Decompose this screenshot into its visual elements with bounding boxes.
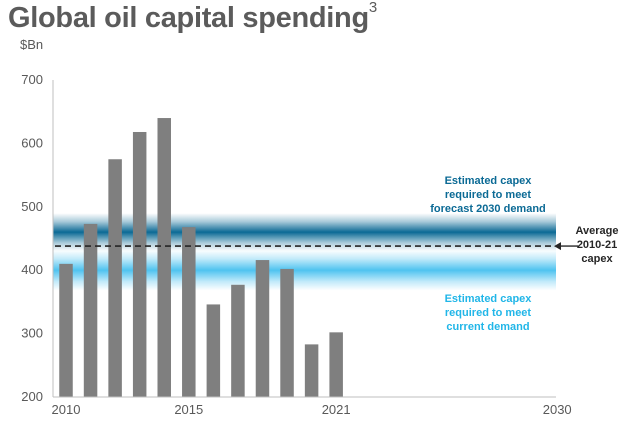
x-tick-label-2015: 2015 [174, 402, 203, 417]
band-label-forecast-2030-demand-1: required to meet [445, 189, 532, 201]
y-tick-label-300: 300 [21, 326, 43, 341]
y-tick-label-600: 600 [21, 135, 43, 150]
band-current-demand [53, 249, 556, 291]
band-label-forecast-2030-demand-0: Estimated capex [445, 175, 533, 187]
average-label-1: 2010-21 [577, 239, 617, 251]
x-tick-label-2030: 2030 [543, 402, 572, 417]
average-label-0: Average [575, 225, 618, 237]
y-tick-label-500: 500 [21, 199, 43, 214]
bar-2017 [231, 284, 245, 397]
x-tick-label-2010: 2010 [52, 402, 81, 417]
bar-2013 [132, 131, 147, 397]
y-axis-label: $Bn [20, 37, 43, 52]
average-layer [55, 242, 578, 251]
bar-2012 [108, 159, 122, 397]
y-tick-label-200: 200 [21, 389, 43, 404]
average-arrow-head [554, 242, 561, 251]
y-tick-label-700: 700 [21, 72, 43, 87]
chart-title-text: Global oil capital spending [8, 2, 369, 34]
bar-2018 [255, 260, 270, 397]
bar-2019 [280, 268, 294, 397]
band-label-forecast-2030-demand-2: forecast 2030 demand [430, 203, 546, 215]
bar-2021 [329, 332, 343, 397]
bar-2014 [157, 118, 171, 397]
x-tick-label-2021: 2021 [322, 402, 351, 417]
y-tick-label-400: 400 [21, 262, 43, 277]
title-footnote: 3 [368, 0, 377, 17]
average-label-2: capex [581, 253, 613, 265]
chart-title: Global oil capital spending3 [8, 0, 377, 35]
band-label-current-demand-2: current demand [446, 321, 529, 333]
bar-2020 [304, 344, 319, 397]
bar-2010 [59, 263, 73, 397]
bands-layer [53, 213, 556, 291]
band-label-current-demand-0: Estimated capex [445, 293, 533, 305]
bar-2015 [182, 227, 196, 397]
bar-2011 [83, 223, 98, 397]
axes-layer: 200 300 400 500 600 700 $Bn 2010 2015 2021 2030 [20, 37, 572, 417]
labels-layer: Estimated capex required to meet forecast … [430, 175, 618, 333]
bars-layer [59, 118, 343, 397]
bar-2016 [206, 304, 221, 397]
band-label-current-demand-1: required to meet [445, 307, 532, 319]
